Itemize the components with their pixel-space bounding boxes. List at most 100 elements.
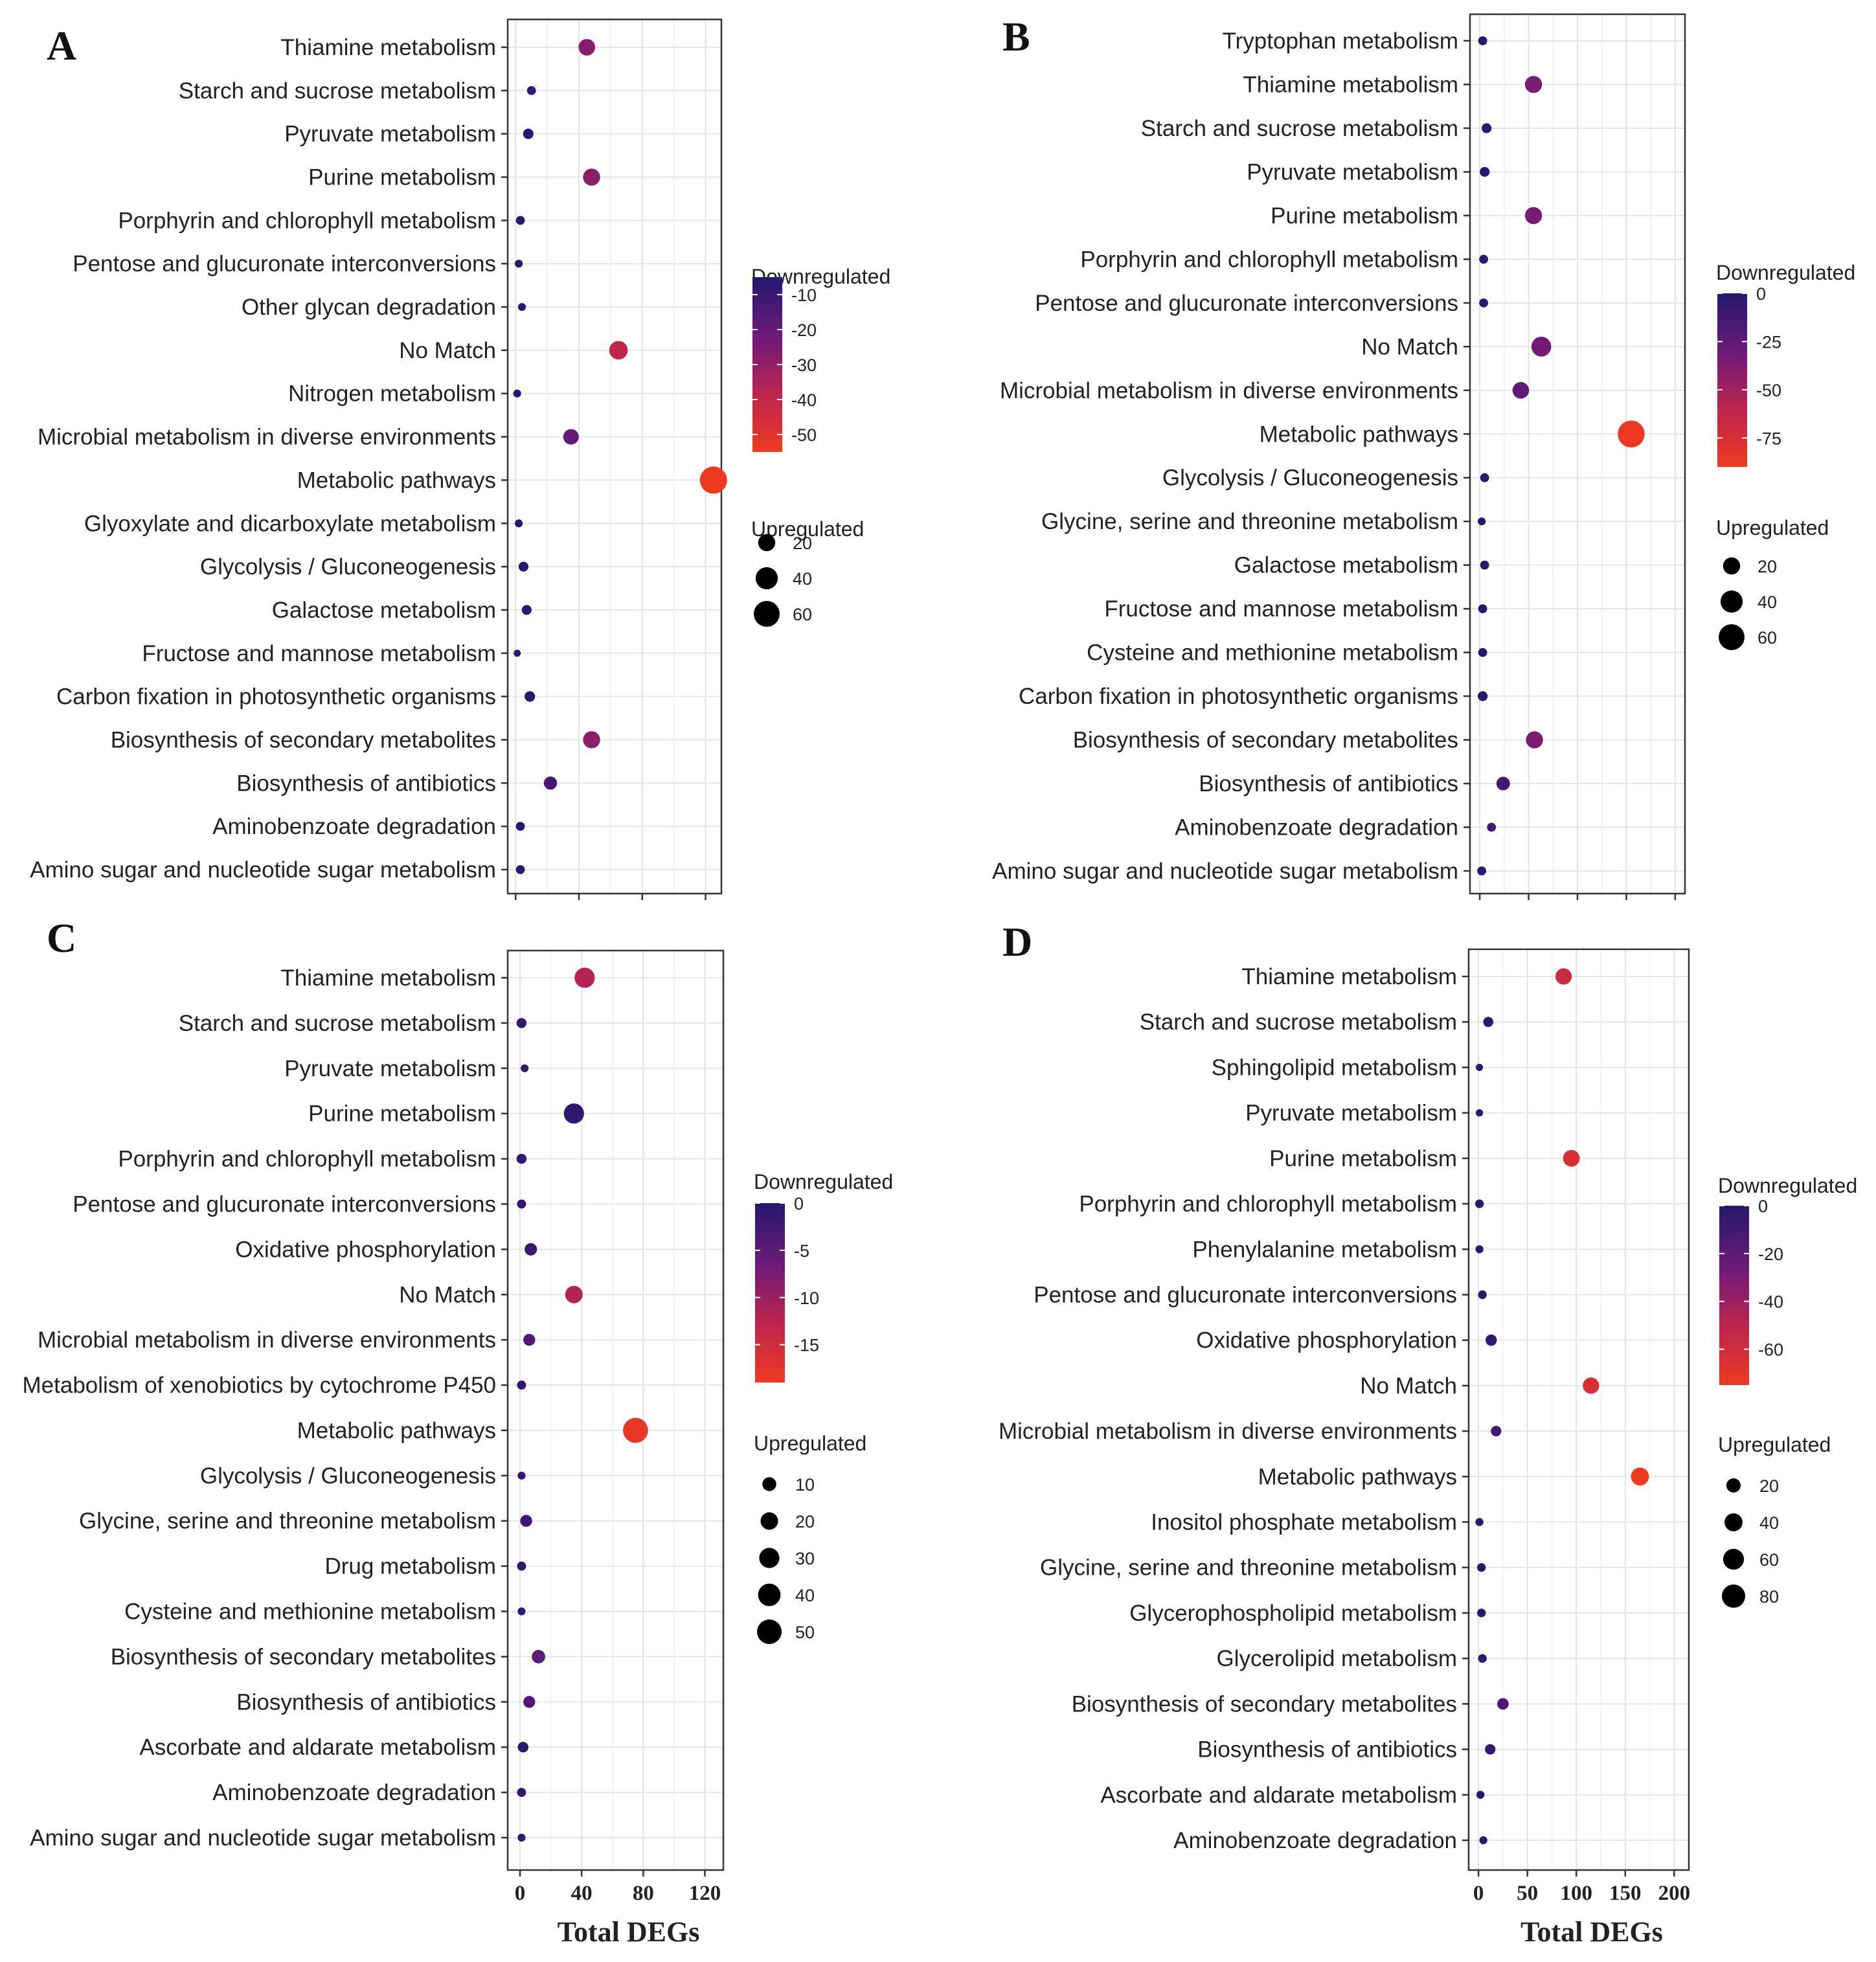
category-label: Starch and sucrose metabolism	[1140, 1009, 1457, 1035]
data-point	[1477, 866, 1487, 875]
category-label: Pyruvate metabolism	[1247, 159, 1458, 185]
color-legend-label: -60	[1758, 1340, 1783, 1360]
color-legend-label: -10	[791, 286, 817, 305]
color-legend-label: -50	[1756, 381, 1781, 400]
color-legend-label: -10	[794, 1289, 819, 1308]
data-point	[517, 302, 526, 311]
color-bar	[755, 1203, 785, 1382]
category-label: Amino sugar and nucleotide sugar metabol…	[30, 1825, 496, 1851]
data-point	[1476, 1790, 1485, 1799]
category-label: Aminobenzoate degradation	[212, 814, 496, 839]
data-point	[516, 1153, 527, 1164]
gridlines	[1469, 949, 1689, 1870]
x-tick-label: 120	[689, 1882, 721, 1905]
x-axis-title: Total DEGs	[558, 1916, 700, 1948]
size-legend-label: 50	[795, 1623, 815, 1642]
color-legend: Downregulated-10-20-30-40-50	[751, 265, 890, 452]
category-label: Biosynthesis of antibiotics	[236, 771, 496, 796]
data-point	[518, 561, 529, 572]
data-point	[1478, 517, 1486, 526]
data-point	[1496, 776, 1510, 791]
data-point	[583, 731, 600, 749]
category-label: Glycine, serine and threonine metabolism	[1040, 1555, 1457, 1581]
category-label: Pyruvate metabolism	[1245, 1101, 1457, 1126]
size-legend-title: Upregulated	[1716, 516, 1829, 539]
data-point	[1563, 1149, 1580, 1167]
category-label: Biosynthesis of secondary metabolites	[111, 1644, 496, 1669]
panel-d: D Thiamine metabolism Starch and sucrose m…	[999, 919, 1857, 1948]
category-label: Nitrogen metabolism	[288, 381, 496, 407]
category-label: Glycerophospholipid metabolism	[1129, 1601, 1457, 1626]
size-legend-label: 80	[1759, 1587, 1779, 1607]
data-point	[1486, 1334, 1497, 1346]
category-label: Metabolic pathways	[1258, 1464, 1457, 1489]
size-legend-label: 20	[795, 1512, 815, 1531]
category-label: Porphyrin and chlorophyll metabolism	[118, 208, 496, 233]
data-point	[578, 39, 596, 56]
category-label: Carbon fixation in photosynthetic organi…	[56, 684, 496, 710]
size-legend: Upregulated 10 20 30 40 50	[754, 1432, 866, 1644]
data-point	[563, 429, 579, 445]
category-label: Metabolism of xenobiotics by cytochrome …	[23, 1373, 496, 1398]
x-tick-label: 40	[571, 1882, 593, 1905]
category-label: Thiamine metabolism	[1241, 964, 1457, 989]
data-point	[1491, 1426, 1502, 1437]
size-legend-label: 40	[793, 569, 812, 589]
color-legend-label: -20	[791, 321, 817, 340]
size-legend-dot	[762, 1477, 776, 1491]
category-label: Purine metabolism	[1271, 203, 1458, 229]
category-label: Starch and sucrose metabolism	[1141, 116, 1458, 141]
size-legend-dot	[760, 1512, 778, 1530]
plot-area	[1469, 949, 1689, 1870]
size-legend-label: 20	[1757, 557, 1777, 576]
data-point	[1479, 254, 1489, 264]
x-tick-label: 100	[1560, 1882, 1592, 1905]
data-point	[523, 1696, 536, 1708]
size-legend-label: 20	[793, 534, 812, 553]
gridlines	[508, 951, 723, 1870]
category-label: Microbial metabolism in diverse environm…	[38, 1327, 496, 1353]
size-legend-label: 10	[795, 1475, 815, 1494]
data-point	[517, 1471, 526, 1480]
data-point	[523, 1333, 536, 1346]
category-label: Drug metabolism	[324, 1554, 496, 1579]
data-point	[1483, 1017, 1494, 1028]
category-label: Galactose metabolism	[1234, 553, 1458, 578]
data-point	[1478, 691, 1488, 701]
points	[1477, 36, 1645, 875]
data-point	[1583, 1377, 1599, 1394]
size-legend-dot	[1723, 1548, 1745, 1570]
size-legend-dot	[757, 1619, 782, 1644]
panel-letter: A	[47, 23, 76, 69]
category-label: Fructose and mannose metabolism	[142, 641, 496, 666]
data-point	[1526, 731, 1543, 749]
data-point	[543, 776, 558, 790]
plot-border	[1467, 948, 1690, 1871]
category-label: Aminobenzoate degradation	[1173, 1828, 1457, 1853]
data-point	[1512, 381, 1530, 399]
size-legend-dot	[758, 1583, 781, 1607]
size-legend: Upregulated 20 40 60	[1716, 516, 1829, 650]
size-legend-label: 60	[1757, 628, 1777, 648]
category-label: Cysteine and methionine metabolism	[1087, 640, 1458, 666]
category-label: Metabolic pathways	[1260, 422, 1458, 447]
data-point	[1478, 1290, 1487, 1300]
x-tick-label: 80	[633, 1882, 654, 1905]
category-label: Galactose metabolism	[272, 598, 496, 623]
data-point	[1478, 648, 1487, 657]
category-label: Biosynthesis of antibiotics	[1199, 771, 1458, 796]
color-legend-label: -30	[791, 355, 817, 375]
category-label: Thiamine metabolism	[280, 965, 496, 991]
category-label: Biosynthesis of antibiotics	[1197, 1737, 1457, 1763]
category-label: No Match	[1360, 1373, 1457, 1399]
x-tick-label: 0	[1473, 1882, 1484, 1905]
size-legend-dot	[1723, 557, 1741, 575]
size-legend-dot	[758, 534, 776, 552]
data-point	[521, 1064, 529, 1072]
category-label: Biosynthesis of secondary metabolites	[111, 727, 496, 752]
data-point	[517, 1561, 526, 1571]
points	[1475, 968, 1649, 1845]
size-legend-label: 40	[1759, 1513, 1779, 1533]
category-label: Purine metabolism	[1269, 1146, 1457, 1171]
